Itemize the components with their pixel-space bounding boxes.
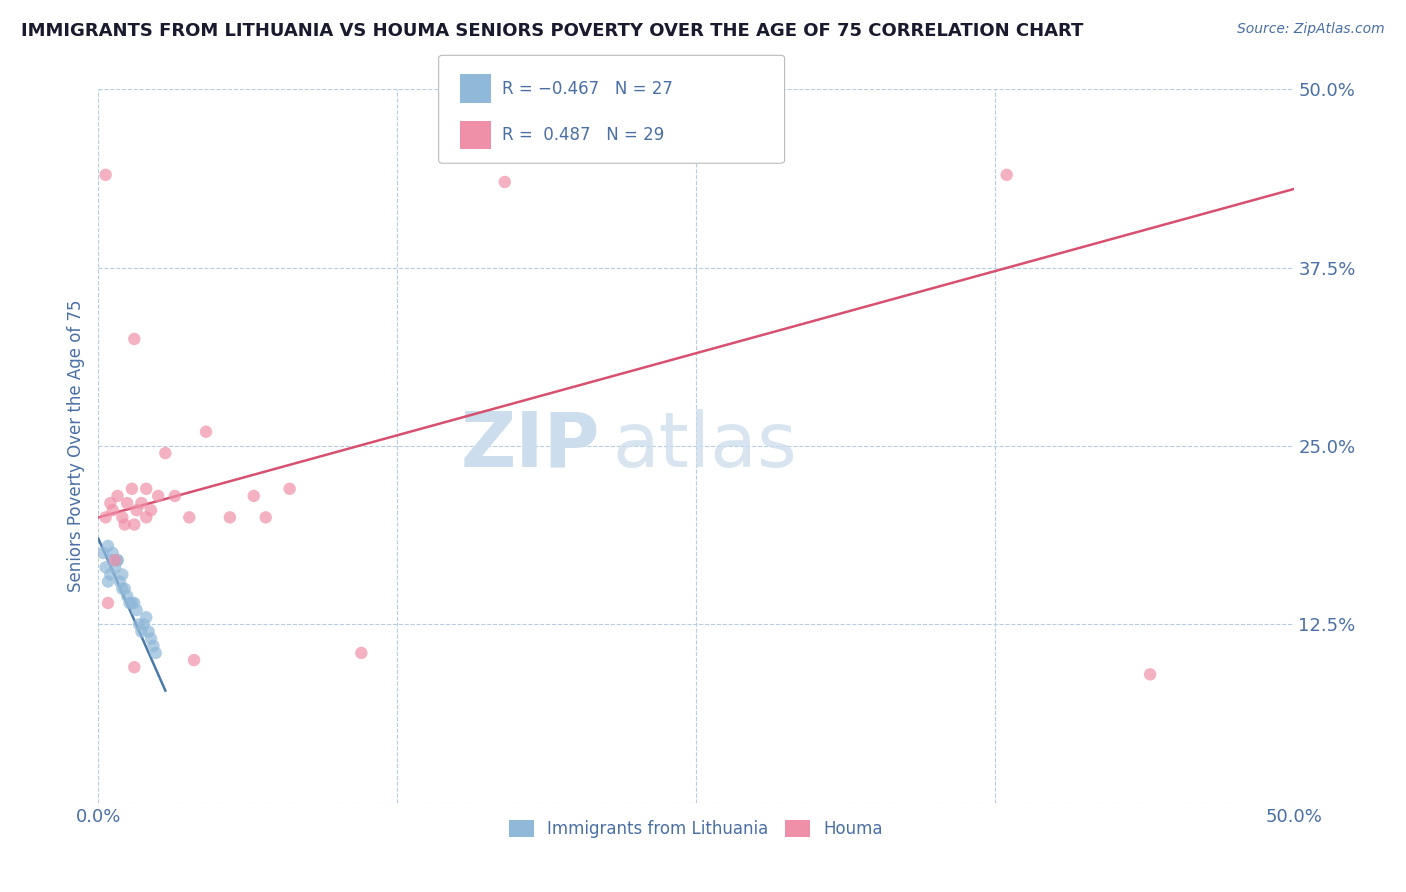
Point (101, 553, 124, 567)
Point (98, 496, 122, 510)
Point (111, 567, 134, 582)
Point (135, 510, 157, 524)
Point (107, 553, 129, 567)
Point (219, 510, 242, 524)
Point (124, 517, 146, 532)
Point (114, 517, 136, 532)
Point (124, 596, 146, 610)
Point (104, 553, 127, 567)
Point (138, 624, 160, 639)
Point (101, 503, 124, 517)
Point (101, 546, 124, 560)
Legend: Immigrants from Lithuania, Houma: Immigrants from Lithuania, Houma (502, 813, 890, 845)
Point (98, 567, 122, 582)
Point (114, 582, 136, 596)
Point (135, 482, 157, 496)
Point (94, 510, 117, 524)
Point (278, 482, 301, 496)
Point (97, 574, 120, 589)
Point (121, 596, 143, 610)
Text: R =  0.487   N = 29: R = 0.487 N = 29 (502, 126, 664, 144)
Point (148, 489, 170, 503)
Point (94, 560, 117, 574)
Point (243, 489, 266, 503)
Point (107, 489, 129, 503)
Point (139, 503, 162, 517)
Point (131, 624, 153, 639)
Point (254, 510, 277, 524)
Text: atlas: atlas (613, 409, 797, 483)
Point (104, 560, 127, 574)
Point (195, 425, 218, 439)
Point (145, 646, 167, 660)
Point (1139, 667, 1161, 681)
Point (135, 610, 157, 624)
Point (118, 596, 141, 610)
Text: ZIP: ZIP (461, 409, 600, 483)
Y-axis label: Seniors Poverty Over the Age of 75: Seniors Poverty Over the Age of 75 (66, 300, 84, 592)
Point (121, 482, 143, 496)
Point (91, 546, 114, 560)
Point (97, 596, 120, 610)
Point (494, 175, 516, 189)
Point (132, 617, 155, 632)
Point (115, 589, 138, 603)
Point (115, 496, 138, 510)
Point (125, 603, 148, 617)
Point (142, 639, 165, 653)
Point (350, 646, 373, 660)
Point (139, 632, 162, 646)
Point (131, 496, 153, 510)
Point (111, 510, 134, 524)
Text: Source: ZipAtlas.com: Source: ZipAtlas.com (1237, 22, 1385, 37)
Text: R = −0.467   N = 27: R = −0.467 N = 27 (502, 79, 673, 98)
Point (124, 660, 146, 674)
Point (155, 446, 177, 460)
Point (94, 168, 117, 182)
Point (163, 489, 186, 503)
Point (108, 574, 131, 589)
Point (183, 653, 205, 667)
Point (995, 168, 1018, 182)
Point (124, 332, 146, 346)
Text: IMMIGRANTS FROM LITHUANIA VS HOUMA SENIORS POVERTY OVER THE AGE OF 75 CORRELATIO: IMMIGRANTS FROM LITHUANIA VS HOUMA SENIO… (21, 22, 1084, 40)
Point (125, 503, 148, 517)
Point (179, 510, 201, 524)
Point (97, 539, 120, 553)
Point (107, 553, 129, 567)
Point (128, 617, 150, 632)
Point (111, 582, 134, 596)
